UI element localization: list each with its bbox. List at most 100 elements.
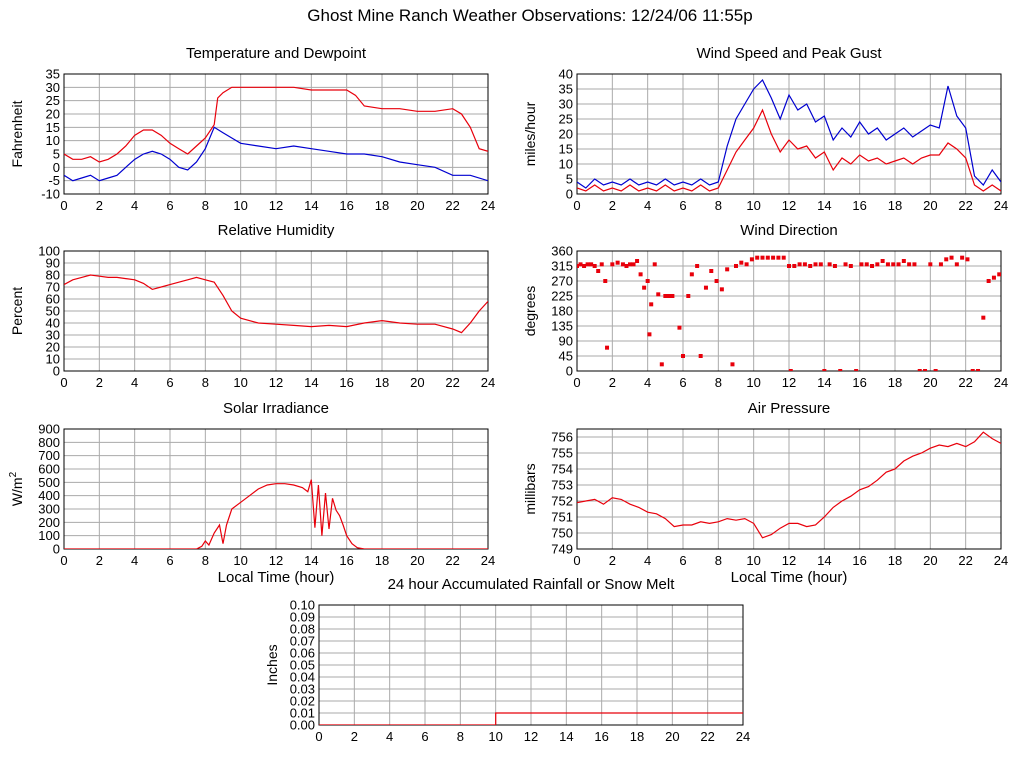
y-tick-label: 400 <box>38 488 60 503</box>
chart-title: Air Pressure <box>748 400 831 417</box>
y-axis-label: millibars <box>522 463 538 514</box>
series-line-0 <box>64 274 488 334</box>
data-point <box>605 345 610 350</box>
x-tick-label: 14 <box>817 198 831 213</box>
x-tick-label: 20 <box>410 375 424 390</box>
x-tick-label: 22 <box>445 375 459 390</box>
x-tick-label: 14 <box>817 375 831 390</box>
x-tick-label: 24 <box>736 729 750 744</box>
data-point <box>599 262 604 267</box>
x-tick-label: 12 <box>524 729 538 744</box>
data-point <box>585 262 590 267</box>
x-tick-label: 2 <box>96 198 103 213</box>
x-tick-label: 2 <box>96 375 103 390</box>
data-point <box>628 262 632 267</box>
x-tick-label: 10 <box>746 375 760 390</box>
data-point <box>875 262 880 267</box>
x-tick-label: 16 <box>339 198 353 213</box>
y-tick-label: -5 <box>48 173 60 188</box>
x-tick-label: 0 <box>60 375 67 390</box>
data-point <box>933 369 938 371</box>
x-tick-label: 16 <box>852 553 866 568</box>
data-point <box>901 259 906 263</box>
data-point <box>885 262 890 267</box>
y-tick-label: 30 <box>46 80 60 95</box>
x-tick-label: 12 <box>782 375 796 390</box>
data-point <box>610 262 615 267</box>
x-tick-label: 18 <box>888 553 902 568</box>
x-tick-label: 22 <box>958 198 972 213</box>
y-tick-label: 40 <box>559 67 573 82</box>
data-point <box>986 279 991 283</box>
data-point <box>949 255 954 260</box>
y-tick-label: -10 <box>41 187 60 202</box>
y-tick-label: 749 <box>551 542 573 557</box>
data-point <box>891 262 896 267</box>
data-point <box>670 294 675 298</box>
data-point <box>832 264 837 268</box>
x-tick-label: 20 <box>923 198 937 213</box>
x-tick-label: 6 <box>679 375 686 390</box>
x-tick-label: 12 <box>782 553 796 568</box>
data-point <box>848 264 853 268</box>
y-axis-label: degrees <box>522 286 538 337</box>
y-tick-label: 20 <box>46 340 60 355</box>
y-tick-label: 0 <box>53 160 60 175</box>
x-tick-label: 20 <box>410 198 424 213</box>
data-point <box>938 262 943 267</box>
y-tick-label: 0.03 <box>290 682 315 697</box>
data-point <box>592 264 597 268</box>
y-tick-label: 0.07 <box>290 634 315 649</box>
y-axis-label: Percent <box>9 287 25 335</box>
data-point <box>686 294 691 298</box>
y-axis-label: W/m2 <box>8 471 25 506</box>
x-tick-label: 0 <box>573 553 580 568</box>
chart-title: Solar Irradiance <box>223 400 329 417</box>
y-tick-label: 0 <box>53 542 60 557</box>
data-point <box>755 255 760 260</box>
x-tick-label: 18 <box>375 375 389 390</box>
data-point <box>808 264 813 268</box>
x-tick-label: 16 <box>852 198 866 213</box>
y-tick-label: 0 <box>53 364 60 379</box>
y-tick-label: 5 <box>53 147 60 162</box>
y-tick-label: 35 <box>46 67 60 82</box>
x-tick-label: 24 <box>994 198 1008 213</box>
plot-frame <box>63 250 489 372</box>
data-point <box>649 302 654 307</box>
data-point <box>787 264 791 268</box>
y-tick-label: 70 <box>46 280 60 295</box>
x-tick-label: 6 <box>679 553 686 568</box>
data-point <box>765 255 770 260</box>
y-tick-label: 0.06 <box>290 646 315 661</box>
y-tick-label: 5 <box>566 172 573 187</box>
data-point <box>976 369 981 371</box>
data-point <box>864 262 869 267</box>
y-tick-label: 135 <box>551 319 573 334</box>
chart-solar-irradiance: 0 2 4 6 8 10 12 14 16 18 20 22 240100200300400500600… <box>8 400 495 586</box>
y-tick-label: 45 <box>559 349 573 364</box>
y-tick-label: 15 <box>46 120 60 135</box>
x-tick-label: 2 <box>96 553 103 568</box>
y-tick-label: 25 <box>46 93 60 108</box>
x-tick-label: 18 <box>888 375 902 390</box>
data-point <box>642 285 647 290</box>
x-tick-label: 14 <box>304 553 318 568</box>
y-tick-label: 0.04 <box>290 670 315 685</box>
x-tick-label: 4 <box>131 375 138 390</box>
data-point <box>827 262 832 267</box>
data-point <box>645 279 650 283</box>
data-point <box>802 262 807 267</box>
y-axis-label: miles/hour <box>522 101 538 166</box>
data-point <box>666 294 671 298</box>
x-tick-label: 24 <box>481 375 495 390</box>
y-axis-label: Inches <box>264 644 280 685</box>
chart-title: Relative Humidity <box>218 222 335 239</box>
data-point <box>965 257 970 262</box>
y-tick-label: 800 <box>38 435 60 450</box>
data-point <box>656 292 661 297</box>
data-point <box>749 257 754 262</box>
x-tick-label: 18 <box>375 553 389 568</box>
x-tick-label: 12 <box>269 375 283 390</box>
x-tick-label: 8 <box>715 375 722 390</box>
